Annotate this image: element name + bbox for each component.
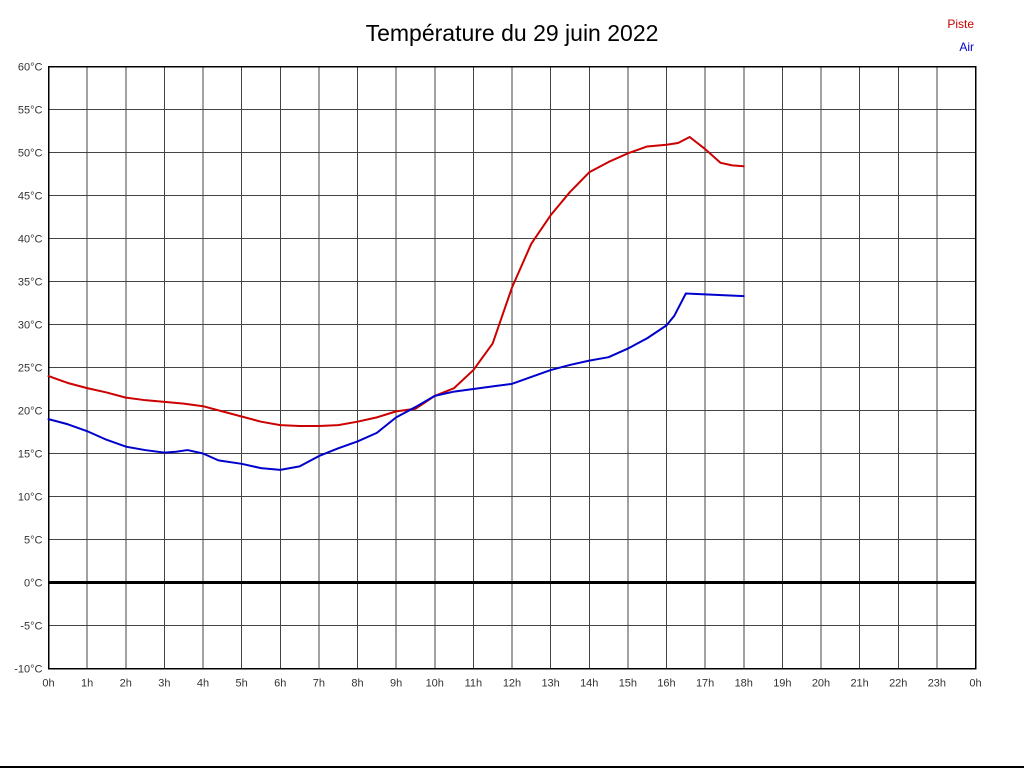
y-tick-label: 35°C bbox=[18, 277, 43, 289]
x-tick-label: 21h bbox=[850, 678, 868, 690]
y-tick-label: 40°C bbox=[18, 234, 43, 246]
y-tick-label: 30°C bbox=[18, 320, 43, 332]
y-tick-label: 55°C bbox=[18, 105, 43, 117]
series-line-air bbox=[47, 292, 745, 471]
bottom-border bbox=[0, 766, 1024, 768]
x-tick-label: 16h bbox=[657, 678, 675, 690]
y-tick-label: 20°C bbox=[18, 406, 43, 418]
x-tick-label: 8h bbox=[351, 678, 363, 690]
x-tick-label: 15h bbox=[619, 678, 637, 690]
x-tick-label: 12h bbox=[503, 678, 521, 690]
x-tick-label: 6h bbox=[274, 678, 286, 690]
y-tick-label: 60°C bbox=[18, 62, 43, 74]
y-tick-label: 5°C bbox=[24, 535, 43, 547]
x-tick-label: 5h bbox=[236, 678, 248, 690]
x-tick-label: 17h bbox=[696, 678, 714, 690]
chart-legend: Piste Air bbox=[947, 13, 974, 59]
x-tick-label: 0h bbox=[969, 678, 981, 690]
x-tick-label: 23h bbox=[928, 678, 946, 690]
x-tick-label: 14h bbox=[580, 678, 598, 690]
x-tick-label: 20h bbox=[812, 678, 830, 690]
x-tick-label: 19h bbox=[773, 678, 791, 690]
y-tick-label: 15°C bbox=[18, 449, 43, 461]
y-tick-label: 50°C bbox=[18, 148, 43, 160]
x-tick-label: 9h bbox=[390, 678, 402, 690]
series-line-piste bbox=[47, 136, 745, 427]
y-tick-label: -10°C bbox=[14, 664, 42, 676]
x-tick-label: 11h bbox=[465, 678, 483, 690]
x-tick-label: 4h bbox=[197, 678, 209, 690]
x-tick-label: 3h bbox=[158, 678, 170, 690]
x-tick-label: 1h bbox=[81, 678, 93, 690]
legend-label-piste: Piste bbox=[947, 17, 974, 31]
y-tick-label: 0°C bbox=[24, 578, 43, 590]
plot-border bbox=[47, 65, 977, 670]
x-tick-label: 18h bbox=[735, 678, 753, 690]
x-tick-label: 7h bbox=[313, 678, 325, 690]
x-tick-label: 22h bbox=[889, 678, 907, 690]
x-tick-label: 0h bbox=[42, 678, 54, 690]
x-tick-label: 10h bbox=[426, 678, 444, 690]
x-tick-label: 2h bbox=[120, 678, 132, 690]
x-tick-label: 13h bbox=[541, 678, 559, 690]
chart-title: Température du 29 juin 2022 bbox=[365, 20, 659, 46]
y-tick-label: -5°C bbox=[20, 621, 42, 633]
legend-label-air: Air bbox=[959, 39, 974, 54]
y-tick-label: 45°C bbox=[18, 191, 43, 203]
y-tick-label: 10°C bbox=[18, 492, 43, 504]
y-tick-label: 25°C bbox=[18, 363, 43, 375]
